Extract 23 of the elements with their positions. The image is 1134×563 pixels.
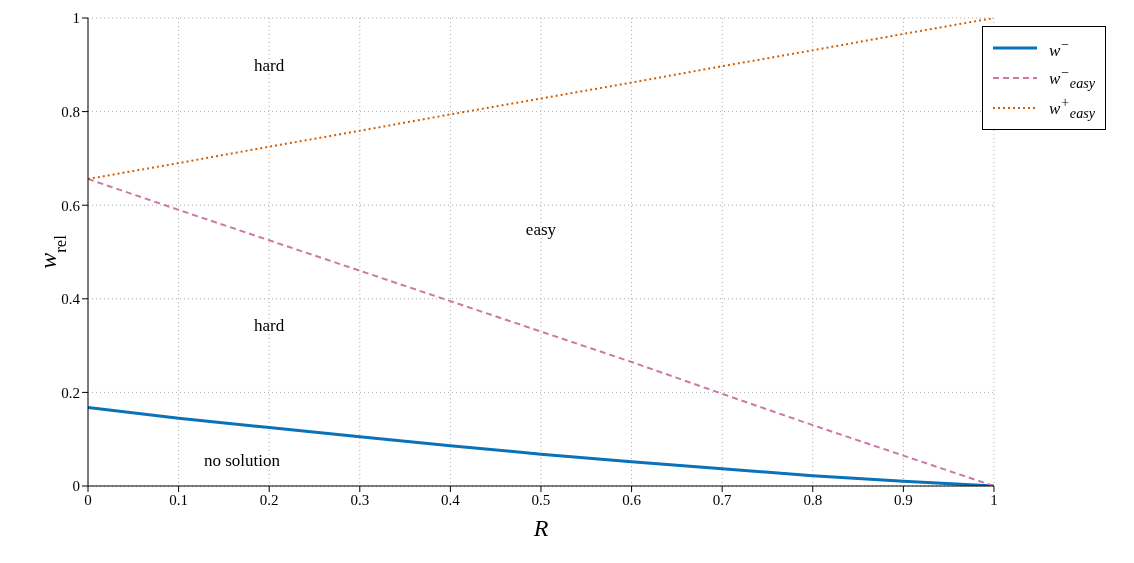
x-tick-label: 0.7	[712, 491, 733, 508]
x-tick-label: 1	[990, 491, 998, 508]
annotation: hard	[254, 315, 285, 335]
y-tick-label: 0.2	[61, 384, 80, 401]
x-tick-label: 0.3	[350, 491, 370, 508]
x-tick-label: 0.4	[441, 491, 461, 508]
y-tick-label: 1	[72, 10, 80, 27]
x-axis-title: R	[532, 515, 549, 541]
annotation: easy	[525, 219, 557, 239]
y-tick-label: 0.6	[61, 197, 81, 214]
y-tick-label: 0.4	[61, 291, 81, 308]
y-tick-label: 0	[72, 478, 80, 495]
annotation: hard	[254, 55, 285, 75]
x-tick-label: 0.5	[531, 491, 551, 508]
x-tick-label: 0.8	[803, 491, 823, 508]
x-tick-label: 0.9	[893, 491, 913, 508]
y-tick-label: 0.8	[61, 103, 80, 120]
x-tick-label: 0.6	[622, 491, 642, 508]
x-tick-label: 0	[84, 491, 92, 508]
x-tick-label: 0.1	[169, 491, 188, 508]
legend-label: w$^{−}$	[1048, 35, 1070, 61]
x-tick-label: 0.2	[259, 491, 279, 508]
annotation: no solution	[203, 451, 281, 471]
